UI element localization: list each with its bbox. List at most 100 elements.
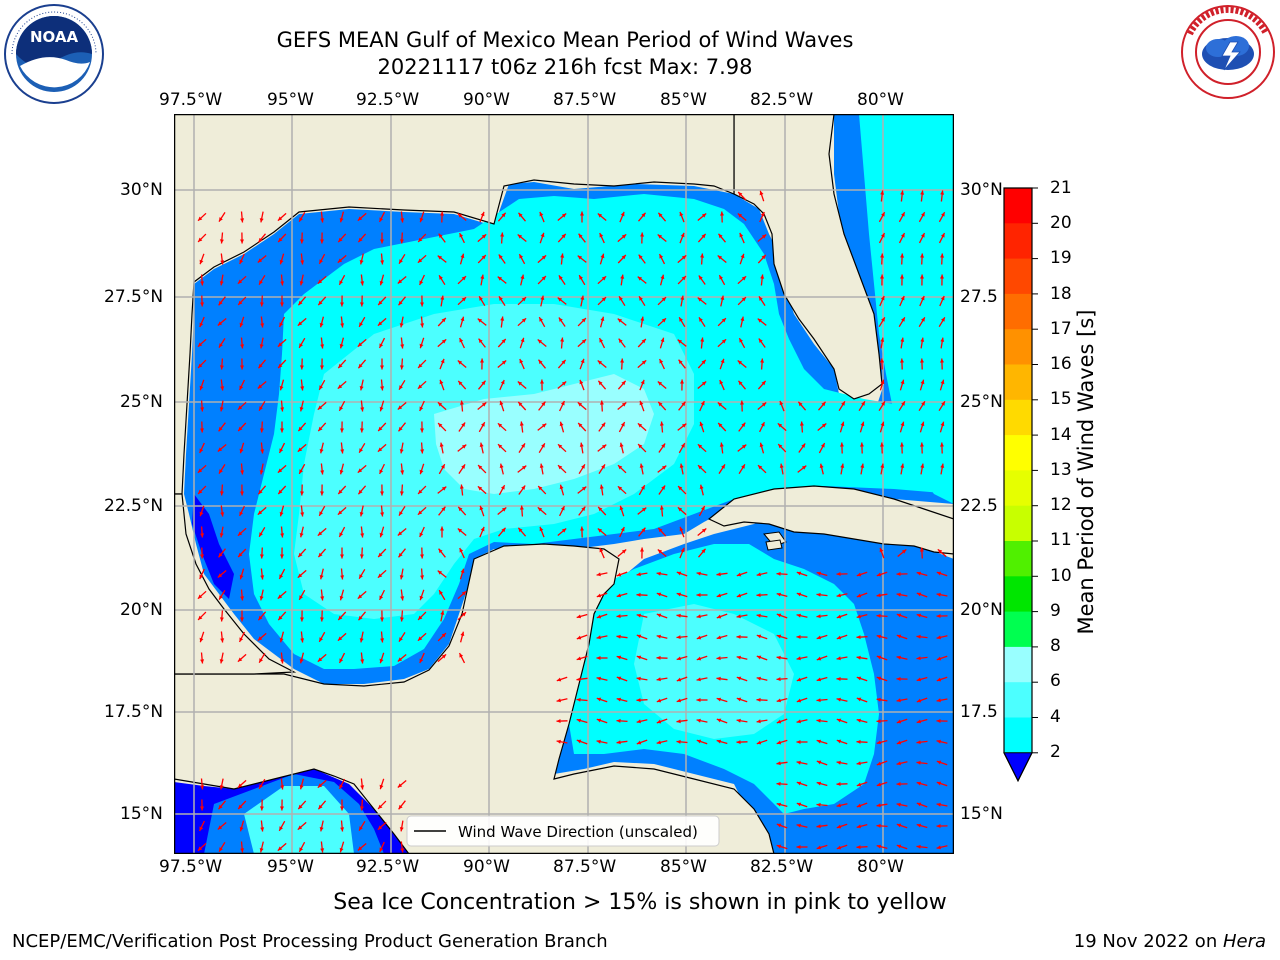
wave-direction-arrowhead bbox=[696, 614, 701, 619]
wave-direction-arrowhead bbox=[260, 449, 265, 454]
wave-direction-arrowhead bbox=[379, 784, 384, 790]
wave-direction-arrowhead bbox=[876, 676, 882, 681]
wave-direction-arrowhead bbox=[696, 739, 702, 744]
wave-direction-arrowhead bbox=[377, 321, 383, 326]
wave-direction-arrowhead bbox=[397, 279, 403, 284]
wave-direction-arrowhead bbox=[716, 635, 722, 640]
wave-direction-arrowhead bbox=[641, 339, 646, 344]
wave-direction-arrowhead bbox=[399, 385, 403, 390]
wave-direction-arrowhead bbox=[561, 359, 566, 365]
wave-direction-arrowhead bbox=[520, 337, 525, 343]
wave-direction-arrowhead bbox=[580, 211, 584, 216]
wave-direction-arrowhead bbox=[856, 739, 861, 744]
wave-direction-arrowhead bbox=[936, 592, 941, 597]
wave-direction-arrowhead bbox=[597, 360, 603, 365]
wave-direction-arrowhead bbox=[916, 760, 921, 765]
wave-direction-arrowhead bbox=[876, 593, 881, 598]
wave-direction-arrowhead bbox=[637, 276, 643, 281]
lat-tick-left: 20°N bbox=[120, 600, 163, 620]
wave-direction-arrowhead bbox=[658, 401, 663, 407]
wave-direction-arrowhead bbox=[896, 698, 901, 703]
wave-direction-arrowhead bbox=[759, 296, 763, 301]
wave-direction-arrowhead bbox=[238, 300, 243, 305]
wave-direction-arrowhead bbox=[616, 593, 622, 598]
colorbar-tick: 20 bbox=[1050, 213, 1072, 233]
wave-direction-arrowhead bbox=[617, 486, 623, 491]
wave-direction-arrowhead bbox=[339, 847, 344, 853]
wave-direction-arrowhead bbox=[821, 423, 827, 428]
lat-tick-right: 17.5 bbox=[960, 702, 998, 722]
yucatan-land bbox=[174, 543, 775, 854]
wave-direction-arrowhead bbox=[457, 528, 463, 533]
wave-direction-arrowhead bbox=[259, 848, 264, 853]
wave-direction-arrowhead bbox=[300, 491, 304, 496]
wave-direction-arrowhead bbox=[337, 636, 343, 641]
wave-direction-arrowhead bbox=[556, 739, 561, 744]
wave-direction-arrowhead bbox=[260, 827, 265, 832]
wave-direction-arrowhead bbox=[676, 656, 682, 661]
wave-direction-arrowhead bbox=[399, 449, 404, 454]
wave-direction-arrowhead bbox=[936, 656, 942, 661]
wave-direction-arrowhead bbox=[461, 444, 467, 449]
wave-direction-arrowhead bbox=[419, 280, 424, 285]
wave-direction-arrowhead bbox=[656, 740, 661, 745]
wave-direction-arrowhead bbox=[636, 613, 641, 618]
wave-direction-arrowhead bbox=[776, 634, 782, 639]
colorbar-tick: 11 bbox=[1050, 530, 1072, 550]
lon-tick-top: 87.5°W bbox=[553, 90, 617, 110]
wave-direction-arrowhead bbox=[597, 528, 603, 533]
wave-direction-arrowhead bbox=[576, 739, 582, 744]
wave-direction-arrowhead bbox=[816, 656, 822, 661]
wave-direction-arrowhead bbox=[599, 547, 604, 553]
wave-direction-arrowhead bbox=[696, 593, 701, 597]
wave-direction-arrowhead bbox=[796, 760, 801, 765]
wave-direction-arrowhead bbox=[277, 468, 283, 473]
wave-direction-arrowhead bbox=[279, 826, 283, 831]
wave-direction-arrowhead bbox=[541, 276, 546, 281]
chart-subtitle: 20221117 t06z 216h fcst Max: 7.98 bbox=[377, 55, 753, 79]
wave-direction-arrowhead bbox=[576, 677, 581, 682]
wave-direction-arrowhead bbox=[219, 407, 224, 412]
wave-direction-arrowhead bbox=[479, 442, 484, 447]
wave-direction-arrowhead bbox=[299, 365, 304, 370]
wave-direction-arrowhead bbox=[719, 442, 724, 447]
wave-direction-arrowhead bbox=[661, 465, 667, 470]
wave-direction-arrowhead bbox=[581, 506, 586, 511]
wave-direction-arrowhead bbox=[896, 823, 902, 828]
wave-direction-arrowhead bbox=[896, 719, 902, 724]
wave-direction-arrowhead bbox=[498, 444, 503, 449]
wave-direction-arrowhead bbox=[219, 469, 223, 474]
wave-direction-arrowhead bbox=[299, 659, 304, 664]
wave-direction-arrowhead bbox=[259, 428, 264, 433]
wave-direction-arrowhead bbox=[220, 638, 225, 643]
wave-direction-arrowhead bbox=[816, 718, 821, 723]
colorbar-tick: 6 bbox=[1050, 671, 1061, 691]
wave-direction-arrowhead bbox=[338, 363, 343, 369]
wave-direction-arrowhead bbox=[437, 402, 443, 407]
colorbar-under-triangle bbox=[1003, 752, 1033, 782]
lat-tick-left: 25°N bbox=[120, 392, 163, 412]
wave-direction-arrowhead bbox=[339, 280, 343, 285]
wave-direction-arrowhead bbox=[379, 595, 384, 600]
wave-direction-arrowhead bbox=[599, 233, 604, 238]
wave-direction-arrowhead bbox=[579, 442, 584, 447]
wave-direction-arrowhead bbox=[399, 239, 404, 244]
wave-direction-arrowhead bbox=[500, 380, 505, 385]
wave-direction-arrowhead bbox=[699, 484, 704, 489]
wave-direction-arrowhead bbox=[657, 381, 663, 386]
wave-direction-arrowhead bbox=[756, 697, 761, 702]
wave-direction-arrowhead bbox=[340, 575, 345, 580]
wave-direction-arrowhead bbox=[756, 572, 761, 577]
wave-direction-arrowhead bbox=[736, 697, 742, 702]
wave-direction-arrowhead bbox=[881, 401, 885, 406]
wave-direction-arrowhead bbox=[821, 401, 826, 407]
colorbar-tick: 16 bbox=[1050, 354, 1072, 374]
wave-direction-arrowhead bbox=[257, 384, 263, 389]
wave-direction-arrowhead bbox=[681, 401, 686, 407]
lon-tick-top: 82.5°W bbox=[750, 90, 814, 110]
wave-direction-arrowhead bbox=[796, 592, 802, 597]
wave-direction-arrowhead bbox=[836, 677, 841, 681]
wave-direction-arrowhead bbox=[599, 484, 604, 489]
wave-direction-arrowhead bbox=[677, 507, 683, 512]
wave-direction-arrowhead bbox=[856, 824, 861, 829]
